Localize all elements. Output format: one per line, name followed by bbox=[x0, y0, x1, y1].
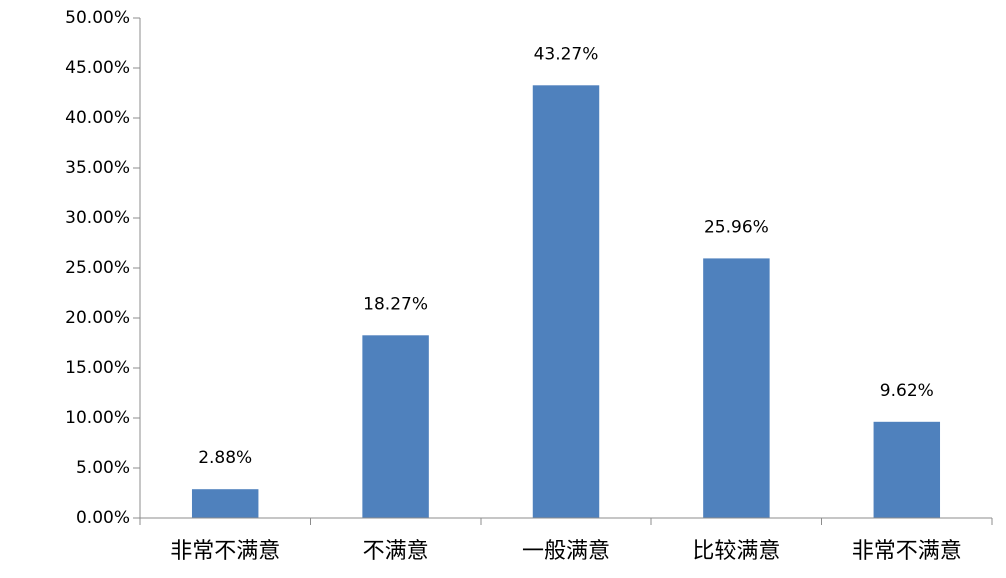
y-tick-label: 35.00% bbox=[65, 158, 130, 178]
y-axis: 0.00% 5.00% 10.00% 15.00% 20.00% 25.00% 30.00%… bbox=[65, 8, 141, 528]
x-category-label: 不满意 bbox=[363, 539, 429, 564]
data-label: 18.27% bbox=[363, 294, 428, 314]
x-category-label: 比较满意 bbox=[692, 539, 780, 564]
y-tick-label: 30.00% bbox=[65, 208, 130, 228]
bar bbox=[362, 335, 429, 518]
x-category-label: 非常不满意 bbox=[852, 539, 962, 564]
bar bbox=[703, 258, 770, 518]
bar bbox=[191, 489, 259, 518]
bar bbox=[532, 85, 600, 519]
x-axis: 非常不满意 不满意 一般满意 比较满意 非常不满意 bbox=[139, 517, 993, 564]
y-tick-label: 10.00% bbox=[65, 408, 130, 428]
y-tick-label: 40.00% bbox=[65, 108, 130, 128]
bar bbox=[873, 421, 941, 518]
data-label: 25.96% bbox=[704, 217, 769, 237]
y-tick-label: 50.00% bbox=[65, 8, 130, 28]
y-tick-label: 20.00% bbox=[65, 308, 130, 328]
data-label: 2.88% bbox=[198, 448, 252, 468]
x-category-label: 一般满意 bbox=[522, 539, 610, 564]
x-category-label: 非常不满意 bbox=[170, 539, 280, 564]
data-label: 9.62% bbox=[880, 381, 934, 401]
y-tick-label: 5.00% bbox=[76, 458, 130, 478]
data-label: 43.27% bbox=[534, 44, 599, 64]
y-tick-label: 45.00% bbox=[65, 58, 130, 78]
y-tick-label: 0.00% bbox=[76, 508, 130, 528]
bar-series: 2.88% 18.27% 43.27% 25.96% 9.62% bbox=[191, 44, 941, 519]
y-tick-label: 15.00% bbox=[65, 358, 130, 378]
y-tick-label: 25.00% bbox=[65, 258, 130, 278]
